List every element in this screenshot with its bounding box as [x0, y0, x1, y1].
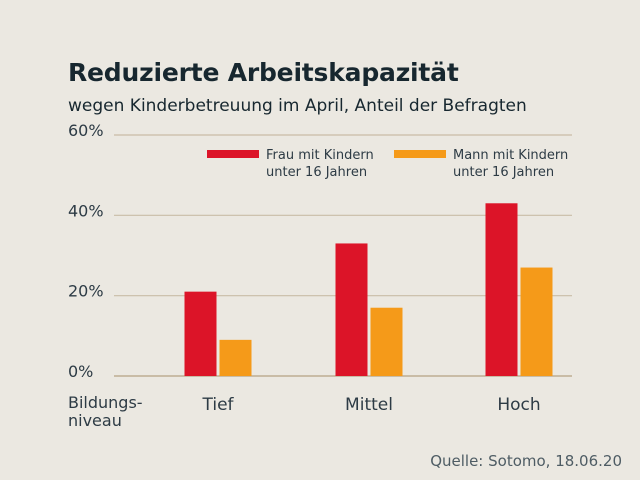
bar-hoch-series-1	[485, 203, 518, 376]
y-tick-label-20: 20%	[68, 282, 104, 301]
bar-tief-series-2	[219, 339, 252, 376]
legend-swatch-2	[394, 150, 446, 158]
x-tick-label-mittel: Mittel	[345, 395, 393, 415]
chart-subtitle: wegen Kinderbetreuung im April, Anteil d…	[68, 96, 527, 116]
bar-mittel-series-2	[370, 307, 403, 376]
legend-label-1-line2: unter 16 Jahren	[266, 165, 367, 180]
legend-label-2-line2: unter 16 Jahren	[453, 165, 554, 180]
y-tick-label-60: 60%	[68, 121, 104, 140]
legend-label-2-line1: Mann mit Kindern	[453, 148, 568, 163]
source-note: Quelle: Sotomo, 18.06.20	[430, 452, 622, 470]
legend-swatch-1	[207, 150, 259, 158]
y-tick-label-40: 40%	[68, 201, 104, 220]
chart-title: Reduzierte Arbeitskapazität	[68, 58, 459, 87]
x-tick-label-hoch: Hoch	[497, 395, 540, 415]
bar-mittel-series-1	[335, 243, 368, 376]
bar-tief-series-1	[184, 291, 217, 376]
x-tick-label-tief: Tief	[201, 395, 234, 415]
y-tick-label-0: 0%	[68, 362, 93, 381]
bar-hoch-series-2	[520, 267, 553, 376]
x-axis-label: Bildungs- niveau	[68, 393, 143, 430]
legend-label-1-line1: Frau mit Kindern	[266, 148, 374, 163]
